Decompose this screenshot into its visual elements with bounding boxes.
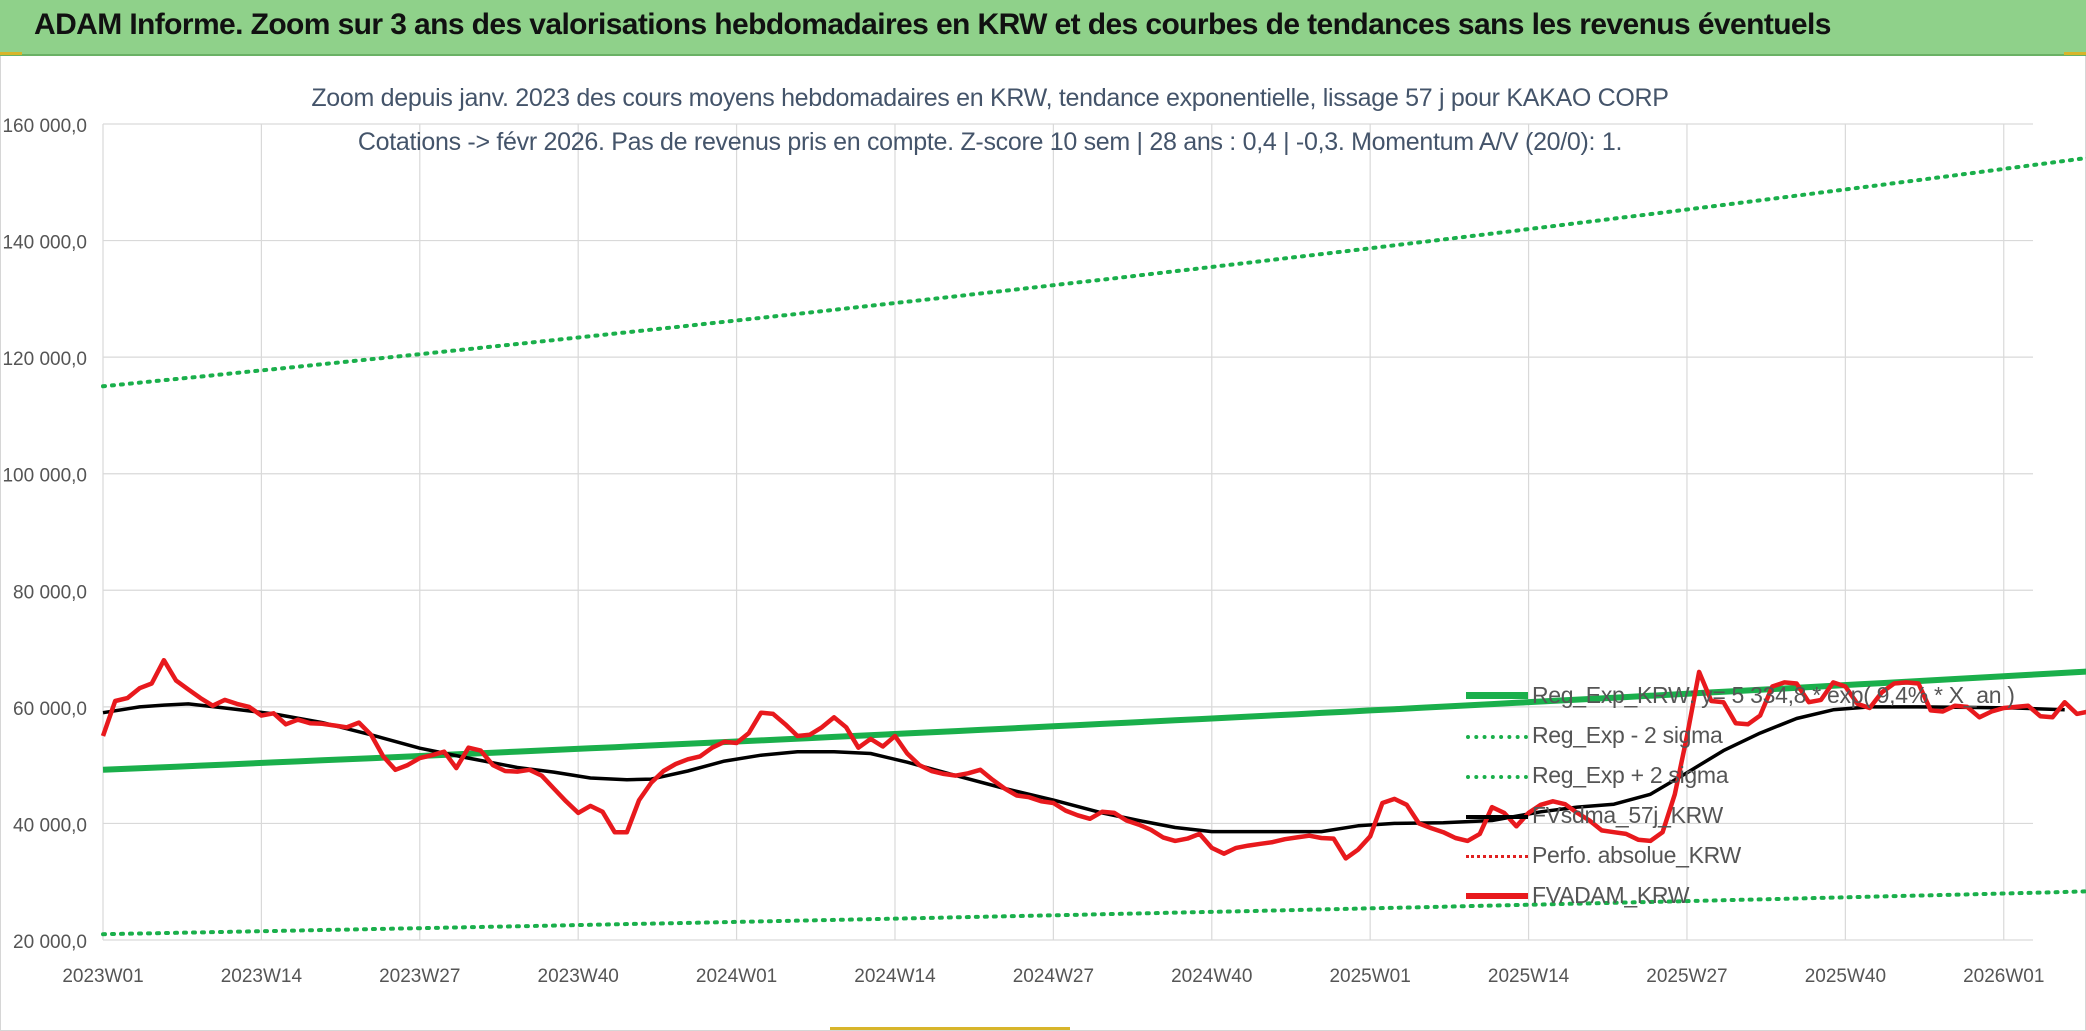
y-tick-label: 160 000,0 xyxy=(2,116,87,137)
series-plus-2-sigma xyxy=(101,156,2086,389)
legend-swatch-perfo xyxy=(1466,855,1528,858)
legend-item-minus-2-sigma: Reg_Exp - 2 sigma xyxy=(1466,722,2026,752)
frame-accent-bottom xyxy=(830,1027,1070,1030)
x-tick-label: 2025W01 xyxy=(1329,966,1410,987)
report-banner: ADAM Informe. Zoom sur 3 ans des valoris… xyxy=(0,0,2086,56)
x-tick-label: 2023W14 xyxy=(221,966,303,987)
y-tick-label: 120 000,0 xyxy=(2,349,87,370)
legend-label-reg-exp: Reg_Exp_KRW: y= 5 334,8 * exp( 9,4% * X_… xyxy=(1532,682,2015,708)
legend-swatch-minus-2-sigma xyxy=(1466,735,1528,739)
legend-swatch-price xyxy=(1466,893,1528,899)
legend-label-minus-2-sigma: Reg_Exp - 2 sigma xyxy=(1532,722,1723,748)
series-sma xyxy=(102,702,2065,834)
x-tick-label: 2023W01 xyxy=(62,966,143,987)
y-tick-label: 20 000,0 xyxy=(13,932,87,953)
report-title: ADAM Informe. Zoom sur 3 ans des valoris… xyxy=(34,8,1831,41)
x-tick-label: 2023W27 xyxy=(379,966,460,987)
banner-accent-left xyxy=(0,52,22,55)
x-tick-label: 2024W01 xyxy=(696,966,777,987)
y-tick-label: 100 000,0 xyxy=(2,466,87,487)
x-tick-label: 2025W40 xyxy=(1805,966,1886,987)
y-tick-label: 60 000,0 xyxy=(13,699,87,720)
x-tick-label: 2025W14 xyxy=(1488,966,1570,987)
x-tick-label: 2023W40 xyxy=(538,966,619,987)
legend-item-price: FVADAM_KRW xyxy=(1466,882,2026,912)
legend-label-sma: FVsdma_57j_KRW xyxy=(1532,802,1723,828)
x-tick-label: 2026W01 xyxy=(1963,966,2044,987)
legend-item-sma: FVsdma_57j_KRW xyxy=(1466,802,2026,832)
x-tick-label: 2024W14 xyxy=(854,966,936,987)
legend-label-perfo: Perfo. absolue_KRW xyxy=(1532,842,1741,868)
legend-item-perfo: Perfo. absolue_KRW xyxy=(1466,842,2026,872)
chart-subtitle-line2: Cotations -> févr 2026. Pas de revenus p… xyxy=(357,128,1623,156)
chart-subtitle-line1: Zoom depuis janv. 2023 des cours moyens … xyxy=(311,84,1669,112)
x-tick-label: 2024W27 xyxy=(1013,966,1094,987)
legend-swatch-reg-exp xyxy=(1466,692,1528,699)
legend-item-reg-exp: Reg_Exp_KRW: y= 5 334,8 * exp( 9,4% * X_… xyxy=(1466,682,2026,712)
series-price xyxy=(100,657,2086,861)
y-tick-label: 140 000,0 xyxy=(2,233,87,254)
y-tick-label: 40 000,0 xyxy=(13,815,87,836)
legend-item-plus-2-sigma: Reg_Exp + 2 sigma xyxy=(1466,762,2026,792)
legend-label-price: FVADAM_KRW xyxy=(1532,882,1690,908)
legend-swatch-plus-2-sigma xyxy=(1466,775,1528,779)
banner-accent-right xyxy=(2064,52,2086,55)
series-minus-2-sigma xyxy=(101,889,2086,937)
legend-label-plus-2-sigma: Reg_Exp + 2 sigma xyxy=(1532,762,1729,788)
y-tick-label: 80 000,0 xyxy=(13,582,87,603)
legend-swatch-sma xyxy=(1466,815,1528,819)
x-tick-label: 2025W27 xyxy=(1646,966,1727,987)
x-tick-label: 2024W40 xyxy=(1171,966,1252,987)
